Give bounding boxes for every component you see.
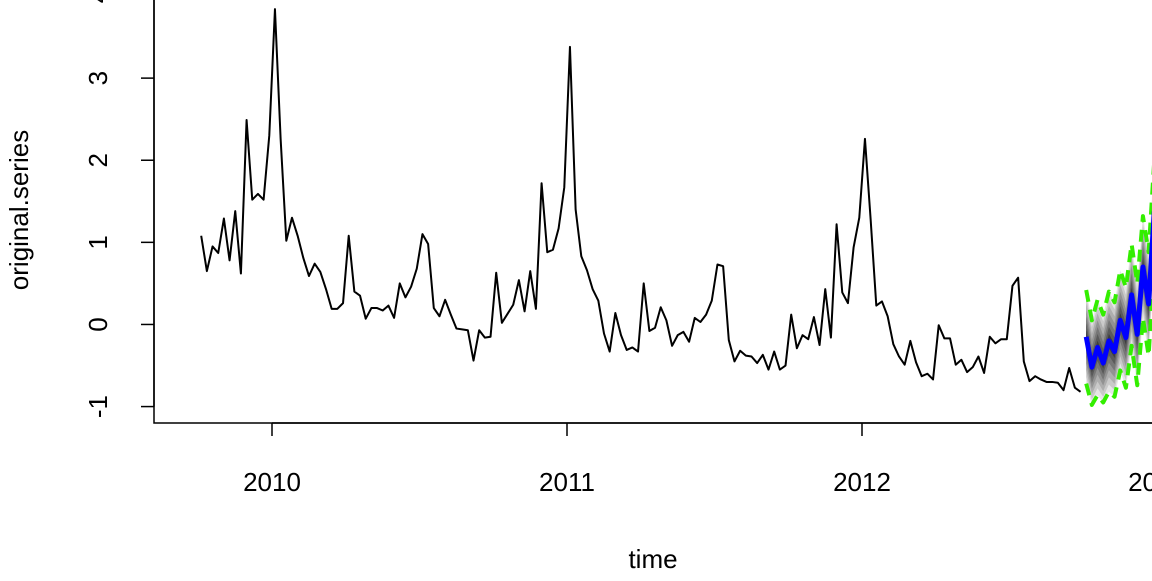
y-tick-label: 4 — [83, 0, 113, 3]
plot-border — [153, 0, 1152, 424]
x-tick-label: 2012 — [833, 467, 891, 497]
y-axis: -1 0 1 2 3 4 — [83, 0, 155, 418]
y-axis-title: original.series — [4, 130, 34, 290]
x-tick-label: 2013 — [1128, 467, 1152, 497]
y-tick-label: 0 — [83, 317, 113, 331]
y-tick-label: -1 — [83, 395, 113, 418]
x-axis-title: time — [628, 544, 677, 574]
y-tick-label: 3 — [83, 71, 113, 85]
y-tick-label: 1 — [83, 235, 113, 249]
forecast-lower-bound-line — [1084, 268, 1152, 407]
observed-series-line — [200, 8, 1082, 393]
x-tick-label: 2011 — [539, 467, 595, 497]
x-axis: 2010 2011 2012 2013 — [243, 422, 1152, 497]
forecast-mean-line — [1083, 210, 1152, 370]
forecast-upper-bound-line — [1084, 164, 1152, 323]
y-tick-label: 2 — [83, 153, 113, 167]
x-tick-label: 2010 — [243, 467, 301, 497]
forecast-fan-band — [1086, 226, 1152, 384]
series-layer — [200, 8, 1152, 407]
